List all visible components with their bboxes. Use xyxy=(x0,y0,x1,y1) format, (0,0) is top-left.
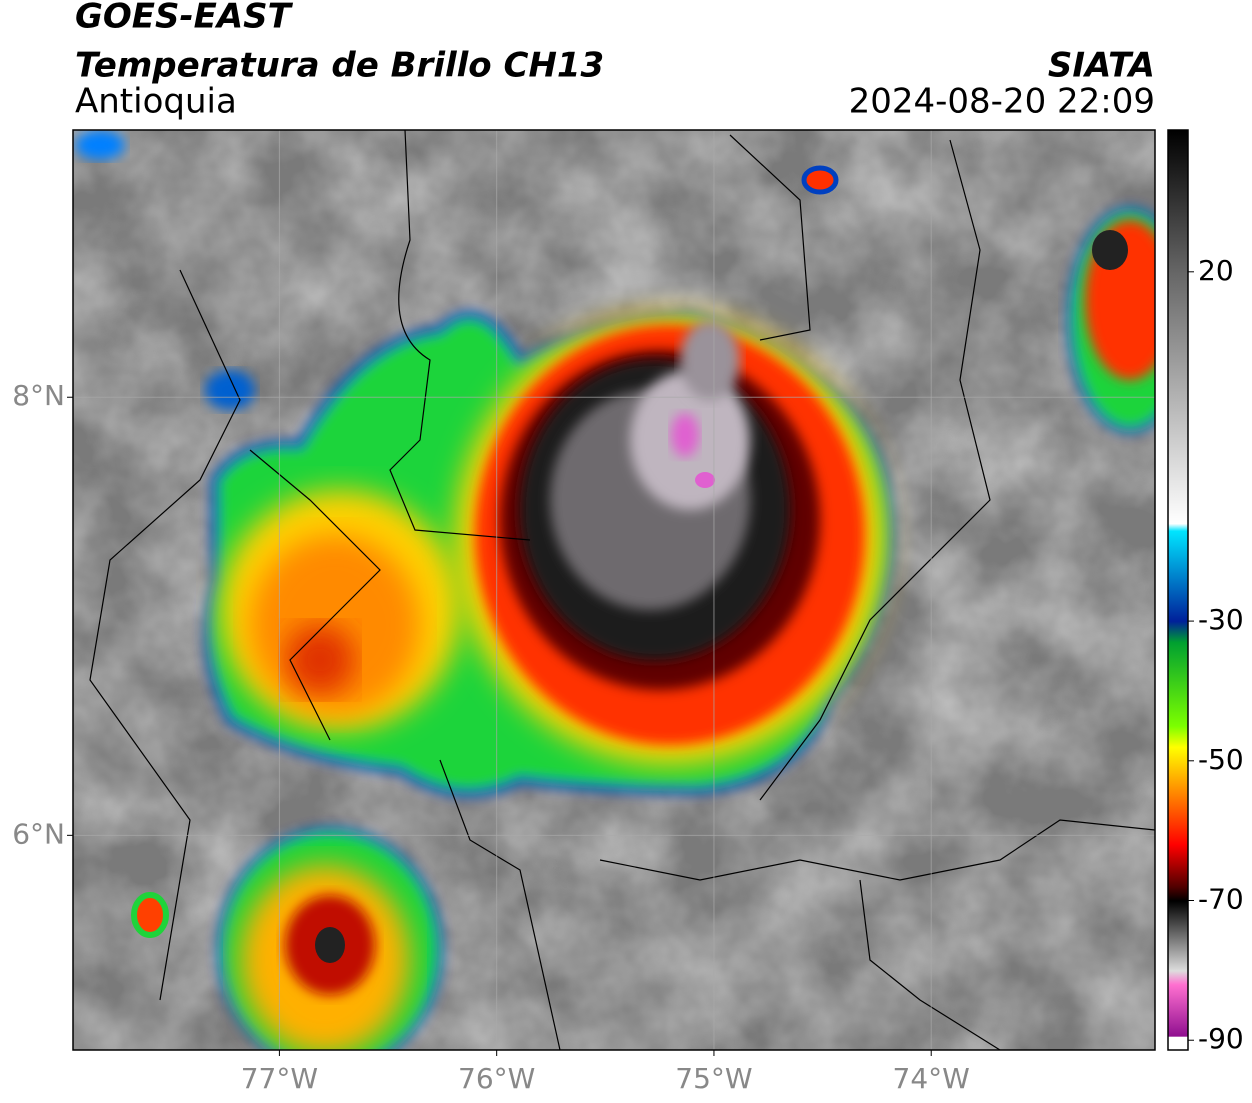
lon-tick-label: 75°W xyxy=(675,1062,752,1095)
source: SIATA xyxy=(1048,46,1155,86)
colorbar-tick-label: -70 xyxy=(1198,883,1244,916)
colorbar-tick-label: -50 xyxy=(1198,743,1244,776)
colorbar-tick-label: 20 xyxy=(1198,254,1234,287)
product-title: Temperatura de Brillo CH13 xyxy=(75,46,604,86)
colorbar-tick-label: -90 xyxy=(1198,1022,1244,1055)
satellite-image xyxy=(73,130,1155,1050)
region: Antioquia xyxy=(75,82,237,122)
satellite-title: GOES-EAST xyxy=(75,0,294,37)
grid xyxy=(73,130,1155,1050)
lat-tick-label: 8°N xyxy=(12,379,65,412)
lon-tick-label: 76°W xyxy=(458,1062,535,1095)
lat-tick-label: 6°N xyxy=(12,817,65,850)
map-frame xyxy=(72,129,1156,1051)
colorbar-tick-label: -30 xyxy=(1198,603,1244,636)
colorbar xyxy=(1167,129,1189,1051)
lon-tick-label: 77°W xyxy=(241,1062,318,1095)
datetime: 2024-08-20 22:09 xyxy=(849,82,1155,122)
lon-tick-label: 74°W xyxy=(893,1062,970,1095)
